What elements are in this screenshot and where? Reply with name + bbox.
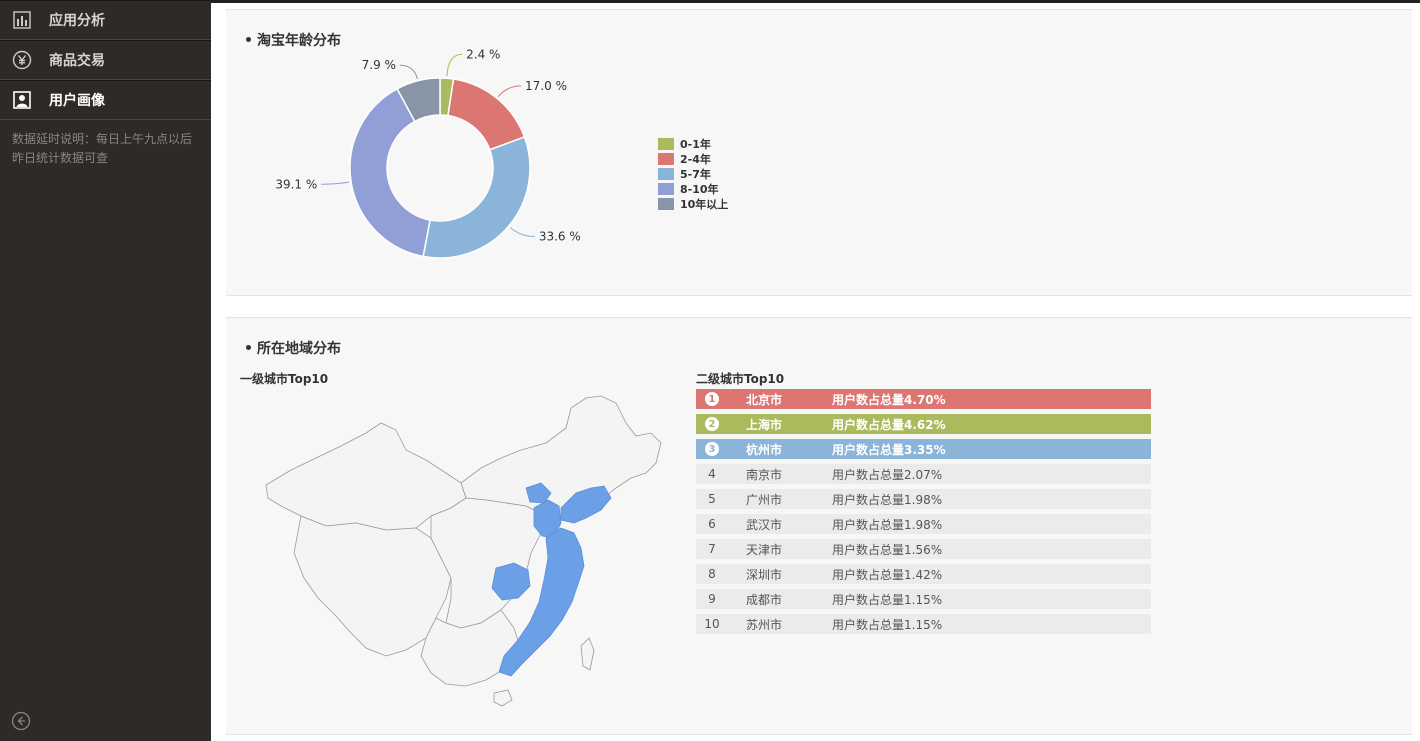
user-share: 用户数占总量4.70% bbox=[832, 392, 946, 407]
map-highlight-east-coast bbox=[498, 527, 585, 677]
top-border bbox=[211, 0, 1420, 3]
pie-label-line bbox=[497, 85, 522, 98]
bar-chart-icon bbox=[12, 10, 32, 30]
yen-coin-icon bbox=[12, 50, 32, 70]
city-name: 成都市 bbox=[746, 592, 783, 607]
user-share: 用户数占总量1.42% bbox=[832, 567, 943, 582]
china-map bbox=[265, 395, 662, 707]
nav-item-label: 商品交易 bbox=[49, 53, 105, 69]
nav-item-trade[interactable]: 商品交易 bbox=[0, 40, 211, 80]
legend-label: 0-1年 bbox=[680, 137, 711, 151]
city-rank-row[interactable]: 1 北京市 用户数占总量4.70% bbox=[696, 389, 1151, 409]
legend-swatch bbox=[658, 137, 674, 150]
city-rank-row[interactable]: 3 杭州市 用户数占总量3.35% bbox=[696, 439, 1151, 459]
map-region-hainan bbox=[493, 689, 513, 707]
legend-item[interactable]: 5-7年 bbox=[658, 166, 728, 181]
pie-slice[interactable] bbox=[349, 87, 431, 258]
pie-data-label: 2.4 % bbox=[466, 47, 500, 61]
rank-number: 6 bbox=[708, 517, 716, 531]
legend-label: 5-7年 bbox=[680, 167, 711, 181]
city-name: 北京市 bbox=[746, 392, 783, 407]
legend-label: 10年以上 bbox=[680, 197, 729, 211]
pie-label-line bbox=[446, 53, 463, 77]
rank-number: 7 bbox=[708, 542, 716, 556]
city-rank-row[interactable]: 4 南京市 用户数占总量2.07% bbox=[696, 464, 1151, 484]
pie-slice[interactable] bbox=[396, 77, 441, 123]
user-share: 用户数占总量1.56% bbox=[832, 542, 943, 557]
legend-swatch bbox=[658, 152, 674, 165]
city-name: 广州市 bbox=[746, 492, 783, 507]
city-name: 苏州市 bbox=[746, 617, 783, 632]
pie-slice[interactable] bbox=[422, 136, 531, 259]
user-share: 用户数占总量1.98% bbox=[832, 492, 943, 507]
city-rank-row[interactable]: 10 苏州市 用户数占总量1.15% bbox=[696, 614, 1151, 634]
rank-badge: 1 bbox=[705, 392, 719, 406]
rank-number: 9 bbox=[708, 592, 716, 606]
city-name: 南京市 bbox=[746, 467, 783, 482]
panel-title: 所在地域分布 bbox=[246, 338, 341, 358]
rank-number: 10 bbox=[704, 617, 720, 631]
legend-swatch bbox=[658, 167, 674, 180]
pie-label-line bbox=[321, 181, 350, 185]
map-highlight-northeast-coast bbox=[560, 485, 612, 524]
rank-number: 5 bbox=[708, 492, 716, 506]
legend-item[interactable]: 2-4年 bbox=[658, 151, 728, 166]
pie-label-line bbox=[509, 227, 535, 238]
user-share: 用户数占总量1.98% bbox=[832, 517, 943, 532]
age-distribution-panel: 淘宝年龄分布 2.4 % 17.0 % 33.6 % 39.1 % 7.9 % 0-1年… bbox=[226, 9, 1412, 296]
map-highlight-central bbox=[491, 562, 531, 601]
data-delay-note: 数据延时说明：每日上午九点以后昨日统计数据可查 bbox=[12, 132, 193, 165]
map-region-taiwan bbox=[580, 637, 595, 671]
nav-item-label: 用户画像 bbox=[49, 93, 105, 109]
city-rank-row[interactable]: 7 天津市 用户数占总量1.56% bbox=[696, 539, 1151, 559]
sidebar: 应用分析 商品交易 用户画像 数据延时说明：每日上午九点以后昨日统计数据可查 bbox=[0, 0, 211, 741]
nav-item-app-analysis[interactable]: 应用分析 bbox=[0, 0, 211, 40]
user-portrait-icon bbox=[12, 90, 32, 110]
rank-badge: 3 bbox=[705, 442, 719, 456]
city-rank-row[interactable]: 9 成都市 用户数占总量1.15% bbox=[696, 589, 1151, 609]
age-donut-chart: 2.4 % 17.0 % 33.6 % 39.1 % 7.9 % bbox=[275, 47, 581, 259]
panel-title: 淘宝年龄分布 bbox=[246, 30, 341, 50]
user-share: 用户数占总量3.35% bbox=[832, 442, 946, 457]
city-rank-row[interactable]: 6 武汉市 用户数占总量1.98% bbox=[696, 514, 1151, 534]
arrow-left-circle-icon[interactable] bbox=[11, 711, 31, 731]
map-section-label: 一级城市Top10 bbox=[240, 372, 329, 386]
region-distribution-panel: 所在地域分布 一级城市Top10 二级城市Top10 1 北京市 用户数占总量4.7… bbox=[226, 317, 1412, 735]
nav-item-user-portrait[interactable]: 用户画像 bbox=[0, 80, 211, 120]
city-name: 武汉市 bbox=[746, 517, 783, 532]
legend-label: 8-10年 bbox=[680, 182, 719, 196]
map-region-central bbox=[430, 497, 547, 629]
city-rank-row[interactable]: 5 广州市 用户数占总量1.98% bbox=[696, 489, 1151, 509]
legend-swatch bbox=[658, 197, 674, 210]
city-rank-row[interactable]: 8 深圳市 用户数占总量1.42% bbox=[696, 564, 1151, 584]
user-share: 用户数占总量1.15% bbox=[832, 617, 943, 632]
pie-slice[interactable] bbox=[447, 78, 526, 151]
chart-legend: 0-1年 2-4年 5-7年 8-10年 10年以上 bbox=[658, 136, 728, 211]
map-highlight-beijing-area bbox=[525, 482, 552, 504]
pie-label-line bbox=[399, 64, 418, 79]
rank-badge: 2 bbox=[705, 417, 719, 431]
legend-item[interactable]: 8-10年 bbox=[658, 181, 728, 196]
city-rank-row[interactable]: 2 上海市 用户数占总量4.62% bbox=[696, 414, 1151, 434]
legend-item[interactable]: 0-1年 bbox=[658, 136, 728, 151]
city-name: 天津市 bbox=[746, 542, 783, 557]
city-name: 上海市 bbox=[746, 417, 783, 432]
nav-item-label: 应用分析 bbox=[49, 13, 105, 29]
legend-swatch bbox=[658, 182, 674, 195]
city-name: 杭州市 bbox=[746, 442, 783, 457]
pie-data-label: 39.1 % bbox=[275, 177, 317, 191]
map-region-north bbox=[460, 395, 662, 519]
user-share: 用户数占总量1.15% bbox=[832, 592, 943, 607]
user-share: 用户数占总量4.62% bbox=[832, 417, 946, 432]
city-name: 深圳市 bbox=[746, 567, 783, 582]
pie-data-label: 7.9 % bbox=[362, 58, 396, 72]
pie-data-label: 17.0 % bbox=[525, 79, 567, 93]
list-section-label: 二级城市Top10 bbox=[696, 372, 785, 386]
user-share: 用户数占总量2.07% bbox=[832, 467, 943, 482]
pie-data-label: 33.6 % bbox=[539, 230, 581, 244]
rank-number: 4 bbox=[708, 467, 716, 481]
legend-label: 2-4年 bbox=[680, 152, 711, 166]
rank-number: 8 bbox=[708, 567, 716, 581]
legend-item[interactable]: 10年以上 bbox=[658, 196, 728, 211]
